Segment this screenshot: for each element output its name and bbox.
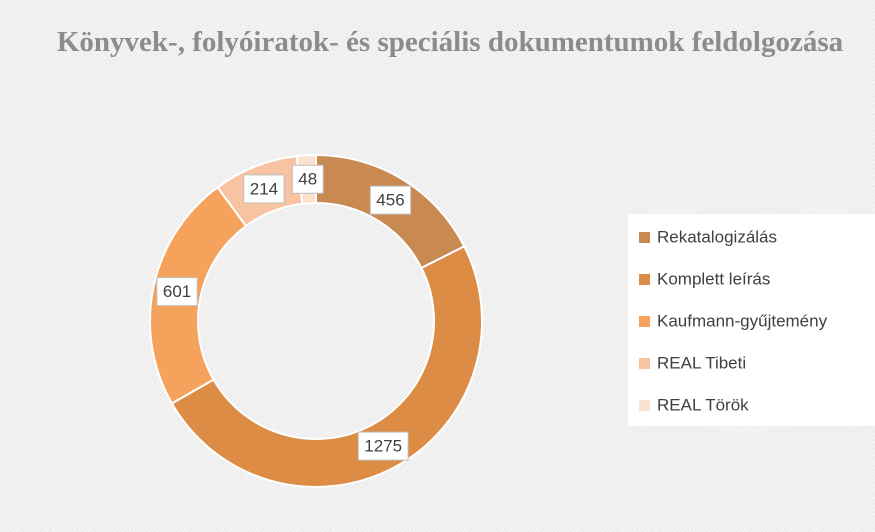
legend-swatch — [639, 358, 650, 369]
legend-label: REAL Tibeti — [657, 353, 746, 372]
legend-label: Komplett leírás — [657, 269, 770, 288]
legend-swatch — [639, 274, 650, 285]
donut-slice — [170, 245, 483, 488]
data-label-box — [369, 185, 412, 215]
legend-swatch — [639, 316, 650, 327]
data-label-box — [156, 277, 198, 307]
legend-swatch — [639, 400, 650, 411]
legend-label: Kaufmann-gyűjtemény — [657, 311, 828, 330]
legend-box — [628, 214, 875, 426]
data-label-box — [291, 164, 324, 194]
data-label-box — [357, 431, 409, 461]
legend-label: Rekatalogizálás — [657, 227, 777, 246]
data-label: 214 — [250, 179, 278, 198]
data-label: 601 — [163, 282, 191, 301]
data-label: 48 — [298, 170, 317, 189]
legend-label: REAL Török — [657, 395, 749, 414]
data-label-box — [243, 174, 285, 204]
legend-swatch — [639, 232, 650, 243]
data-label: 456 — [376, 191, 404, 210]
data-label: 1275 — [364, 437, 402, 456]
chart-title: Könyvek-, folyóiratok- és speciális doku… — [56, 26, 844, 58]
